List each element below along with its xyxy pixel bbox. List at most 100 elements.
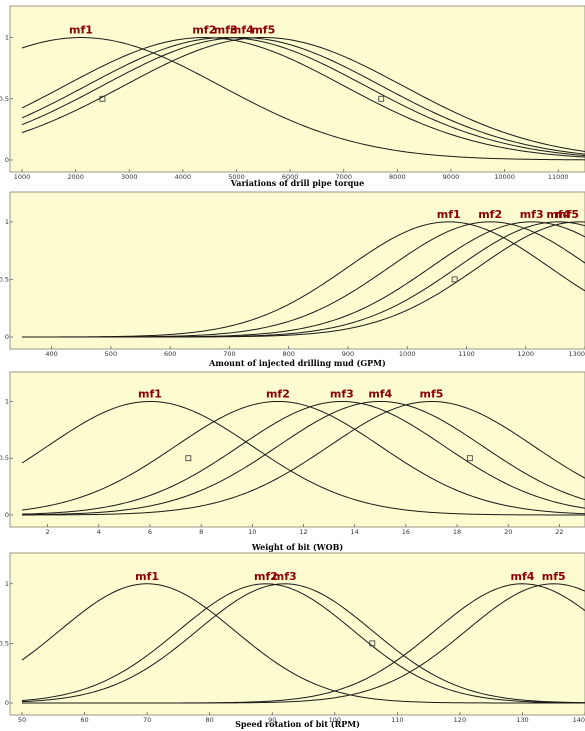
series-label-mf2: mf2 <box>192 24 216 37</box>
point-marker <box>378 95 385 102</box>
series-label-mf5: mf5 <box>555 208 579 221</box>
series-line-mf3 <box>21 583 585 704</box>
x-tick-label: 8000 <box>389 173 406 181</box>
x-tick-label: 1000 <box>399 350 416 358</box>
x-tick-label: 90 <box>268 716 276 724</box>
x-tick-label: 1100 <box>458 350 475 358</box>
x-tick-label: 130 <box>516 716 528 724</box>
x-tick-label: 50 <box>18 716 26 724</box>
x-axis-label: Amount of injected drilling mud (GPM) <box>208 358 386 368</box>
series-line-mf2 <box>21 583 585 704</box>
y-tick-label: 1 <box>5 580 9 588</box>
x-tick-label: 1000 <box>14 173 31 181</box>
x-tick-label: 10000 <box>494 173 515 181</box>
x-tick-label: 4 <box>97 528 101 536</box>
series-label-mf4: mf4 <box>546 208 570 221</box>
series-label-mf4: mf4 <box>368 387 392 400</box>
x-tick-label: 900 <box>342 350 354 358</box>
y-tick-label: 1 <box>5 397 9 405</box>
x-tick-label: 3000 <box>121 173 138 181</box>
chart-panel-2: 0 0.5 1 400 500 600 700 800 900 1000 1100 1200 1300 m… <box>0 191 585 368</box>
series-label-mf3: mf3 <box>330 387 354 400</box>
series-line-mf4 <box>21 37 585 155</box>
y-tick-label: 1 <box>5 218 9 226</box>
x-tick-label: 700 <box>223 350 235 358</box>
point-marker <box>99 95 106 102</box>
x-tick-label: 16 <box>402 528 410 536</box>
x-tick-label: 6000 <box>282 173 299 181</box>
x-axis-label: Variations of drill pipe torque <box>230 178 364 188</box>
series-line-mf5 <box>22 400 585 516</box>
series-line-mf3 <box>21 400 585 515</box>
x-tick-label: 22 <box>555 528 563 536</box>
y-tick-label: 0.5 <box>0 275 9 283</box>
x-tick-label: 20 <box>504 528 512 536</box>
x-tick-label: 18 <box>453 528 461 536</box>
series-label-mf2: mf2 <box>266 387 290 400</box>
y-tick-label: 0 <box>5 333 9 341</box>
x-axis-label: Speed rotation of bit (RPM) <box>235 719 360 729</box>
x-tick-label: 60 <box>80 716 88 724</box>
x-tick-label: 120 <box>454 716 466 724</box>
series-label-mf5: mf5 <box>420 387 444 400</box>
x-tick-label: 10 <box>248 528 256 536</box>
series-line-mf3 <box>21 37 585 157</box>
series-label-mf2: mf2 <box>254 570 278 583</box>
series-line-mf5 <box>21 37 585 152</box>
series-line-mf1 <box>21 583 585 704</box>
series-label-mf1: mf1 <box>437 208 461 221</box>
y-tick-label: 1 <box>5 34 9 42</box>
point-marker <box>185 455 192 462</box>
y-tick-label: 0 <box>5 511 9 519</box>
series-line-mf4 <box>21 400 585 516</box>
series-line-mf1 <box>21 400 585 516</box>
y-tick-label: 0 <box>5 156 9 164</box>
x-tick-label: 5000 <box>228 173 245 181</box>
series-label-mf1: mf1 <box>69 24 93 37</box>
point-marker <box>466 455 473 462</box>
series-line-mf1 <box>21 37 585 161</box>
point-marker <box>369 640 376 647</box>
series-label-mf3: mf3 <box>273 570 297 583</box>
x-tick-label: 2 <box>46 528 50 536</box>
y-tick-label: 0.5 <box>0 454 9 462</box>
x-tick-label: 110 <box>391 716 403 724</box>
x-tick-label: 800 <box>282 350 294 358</box>
x-tick-label: 4000 <box>175 173 192 181</box>
series-label-mf2: mf2 <box>478 208 502 221</box>
y-tick-label: 0.5 <box>0 639 9 647</box>
x-axis-label: Weight of bit (WOB) <box>251 542 344 552</box>
x-tick-label: 11000 <box>548 173 569 181</box>
series-label-mf5: mf5 <box>542 570 566 583</box>
series-line-mf2 <box>21 400 585 515</box>
x-tick-label: 7000 <box>335 173 352 181</box>
x-tick-label: 140 <box>573 716 585 724</box>
x-tick-label: 400 <box>45 350 57 358</box>
x-tick-label: 600 <box>164 350 176 358</box>
x-tick-label: 6 <box>148 528 152 536</box>
y-tick-label: 0.5 <box>0 95 9 103</box>
point-marker <box>451 276 458 283</box>
x-tick-label: 12 <box>299 528 307 536</box>
series-line-mf5 <box>22 583 585 704</box>
series-label-mf4: mf4 <box>510 570 534 583</box>
x-tick-label: 14 <box>351 528 359 536</box>
x-tick-label: 8 <box>199 528 203 536</box>
x-tick-label: 9000 <box>443 173 460 181</box>
series-line-mf2 <box>21 37 585 158</box>
x-tick-label: 100 <box>329 716 341 724</box>
series-label-mf3: mf3 <box>520 208 544 221</box>
x-tick-label: 70 <box>143 716 151 724</box>
x-tick-label: 1300 <box>568 350 585 358</box>
y-tick-label: 0 <box>5 699 9 707</box>
x-tick-label: 1200 <box>517 350 534 358</box>
series-label-mf5: mf5 <box>251 24 275 37</box>
series-label-mf1: mf1 <box>135 570 159 583</box>
plot-frame <box>9 191 585 350</box>
plot-frame <box>9 552 585 716</box>
series-label-mf1: mf1 <box>138 387 162 400</box>
series-line-mf5 <box>22 221 585 338</box>
